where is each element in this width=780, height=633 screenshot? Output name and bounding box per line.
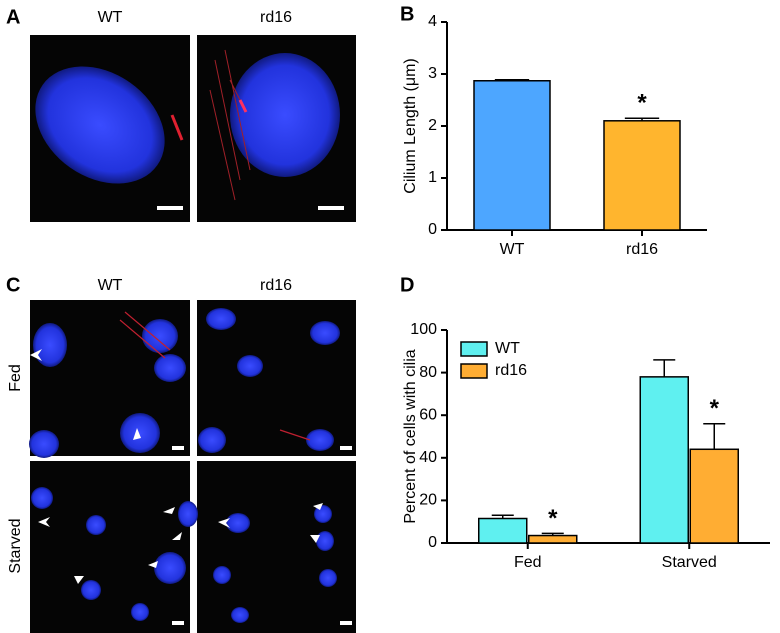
row-label: Starved [7,518,24,573]
y-tick-label: 4 [428,13,437,30]
bar [478,517,528,544]
column-label: WT [98,9,123,26]
arrowhead [30,349,323,584]
micrograph [30,35,356,222]
y-tick-label: 1 [428,169,437,186]
legend-swatch [460,363,488,379]
bar [603,120,681,231]
y-tick-label: 3 [428,65,437,82]
significance-marker: * [637,90,647,117]
column-label: rd16 [260,9,292,26]
panel-label: B [400,3,414,25]
y-tick-label: 80 [419,364,437,381]
x-tick-label: Fed [514,554,542,571]
legend-label: WT [495,340,520,357]
bar [473,80,551,231]
legend-label: rd16 [495,362,527,379]
y-tick-label: 20 [419,492,437,509]
bar [639,376,689,544]
panel-label: A [6,6,20,28]
x-tick-label: WT [500,241,525,258]
scale-bar [172,446,352,625]
x-tick-label: Starved [662,554,717,571]
y-tick-label: 60 [419,406,437,423]
row-label: Fed [7,364,24,392]
y-axis-label: Cilium Length (μm) [402,58,419,193]
y-tick-label: 0 [428,221,437,238]
panel-label: D [400,274,414,296]
significance-marker: * [710,395,720,422]
bar [528,534,578,544]
y-tick-label: 0 [428,534,437,551]
micrograph [29,300,356,633]
y-tick-label: 100 [410,321,437,338]
legend-swatch [460,341,488,357]
bar [689,448,739,544]
panel-label: C [6,274,20,296]
column-label: rd16 [260,277,292,294]
y-tick-label: 2 [428,117,437,134]
y-tick-label: 40 [419,449,437,466]
y-axis-label: Percent of cells with cilia [402,349,419,523]
column-label: WT [98,277,123,294]
significance-marker: * [548,505,558,532]
x-tick-label: rd16 [626,241,658,258]
